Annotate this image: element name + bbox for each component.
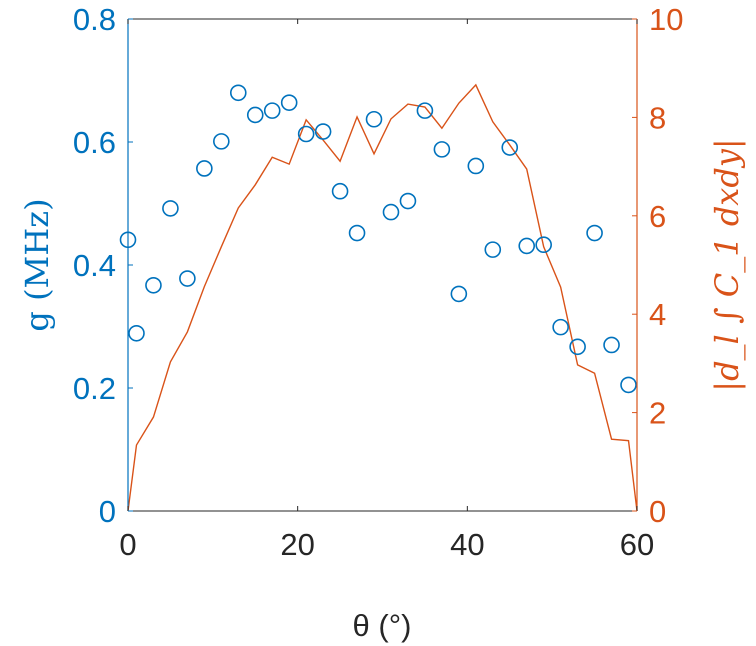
- right-y-tick-label: 10: [649, 2, 683, 37]
- x-axis-label: θ (°): [353, 608, 412, 643]
- x-tick-label: 20: [280, 527, 314, 562]
- x-tick-label: 40: [450, 527, 484, 562]
- scatter-point: [433, 141, 451, 158]
- scatter-point: [450, 285, 468, 303]
- scatter-point: [518, 237, 536, 255]
- x-tick-label: 0: [119, 527, 136, 562]
- scatter-point: [535, 236, 552, 254]
- scatter-point: [297, 125, 315, 143]
- left-y-tick-label: 0: [99, 494, 116, 529]
- scatter-point: [467, 157, 485, 175]
- right-y-tick-label: 2: [649, 396, 666, 431]
- left-y-tick-label: 0.2: [73, 371, 116, 406]
- scatter-point: [162, 200, 179, 217]
- right-y-axis-label: |d_l ∫ C_1 dxdy|: [708, 138, 746, 391]
- scatter-point: [314, 123, 332, 140]
- right-y-tick-label: 6: [649, 199, 666, 234]
- scatter-point: [416, 102, 434, 119]
- scatter-point: [145, 276, 162, 294]
- scatter-point: [179, 270, 196, 287]
- scatter-point: [569, 338, 586, 356]
- scatter-point: [331, 182, 349, 200]
- scatter-point: [263, 102, 281, 119]
- left-y-axis-label: g (MHz): [18, 198, 56, 331]
- left-y-tick-label: 0.8: [73, 2, 116, 37]
- scatter-point: [501, 139, 519, 156]
- scatter-point: [382, 203, 400, 221]
- x-tick-label: 60: [620, 527, 654, 562]
- scatter-point: [246, 106, 264, 124]
- scatter-point: [365, 110, 383, 128]
- scatter-point: [280, 94, 298, 111]
- scatter-point: [229, 84, 247, 102]
- scatter-point: [552, 318, 569, 336]
- scatter-point: [484, 241, 502, 258]
- left-y-tick-label: 0.4: [73, 248, 116, 283]
- right-series-line: [127, 83, 638, 512]
- scatter-point: [586, 224, 603, 242]
- scatter-point: [348, 224, 366, 242]
- scatter-point: [196, 160, 213, 177]
- scatter-point: [128, 324, 145, 342]
- scatter-point: [620, 376, 637, 394]
- scatter-point: [399, 192, 417, 210]
- right-y-tick-label: 0: [649, 494, 666, 529]
- left-y-tick-label: 0.6: [73, 125, 116, 160]
- scatter-point: [603, 336, 620, 354]
- right-y-tick-label: 4: [649, 297, 666, 332]
- right-y-tick-label: 8: [649, 100, 666, 135]
- scatter-point: [213, 133, 230, 150]
